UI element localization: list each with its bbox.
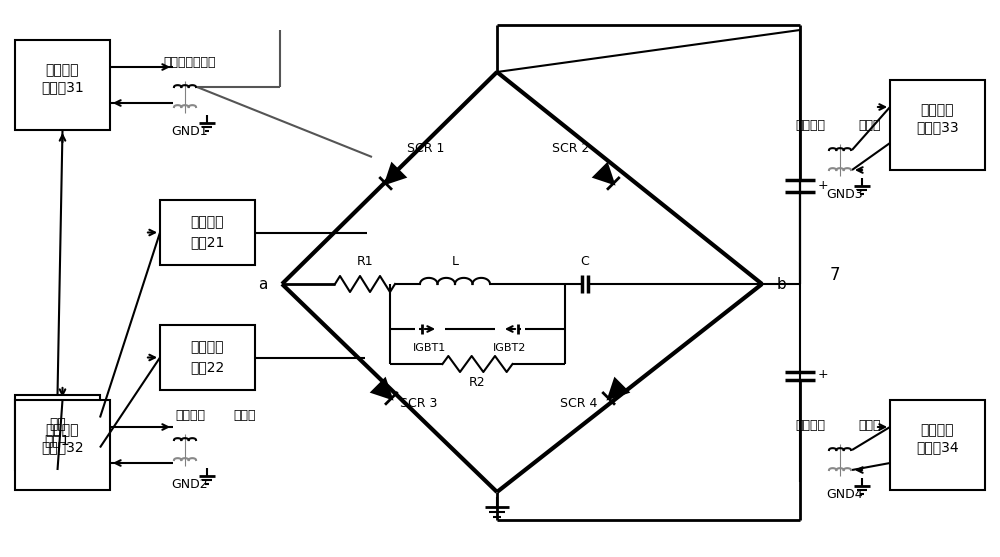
Text: 第四脉冲: 第四脉冲 <box>921 423 954 437</box>
Polygon shape <box>372 379 391 398</box>
Text: 第一脉冲: 第一脉冲 <box>46 63 79 77</box>
Bar <box>890 80 985 170</box>
Text: a: a <box>258 276 267 291</box>
Polygon shape <box>594 164 613 183</box>
Text: 电路21: 电路21 <box>190 236 225 250</box>
Text: 第二脉冲: 第二脉冲 <box>46 423 79 437</box>
Text: 变压器: 变压器 <box>859 119 881 132</box>
Text: 变压器: 变压器 <box>859 419 881 432</box>
Text: 变压器: 变压器 <box>234 409 256 422</box>
Bar <box>15 395 100 470</box>
Text: 第三脉冲: 第三脉冲 <box>795 119 825 132</box>
Text: 第二驱动: 第二驱动 <box>191 340 224 354</box>
Bar <box>15 40 110 130</box>
Text: R1: R1 <box>357 255 373 268</box>
Bar <box>15 400 110 490</box>
Text: 放大器34: 放大器34 <box>916 440 959 454</box>
Text: 第四脉冲: 第四脉冲 <box>795 419 825 432</box>
Text: GND3: GND3 <box>827 188 863 201</box>
Text: 放大器31: 放大器31 <box>41 80 84 94</box>
Bar <box>160 200 255 265</box>
Text: SCR 2: SCR 2 <box>552 142 589 155</box>
Text: 第一驱动: 第一驱动 <box>191 216 224 229</box>
Text: C: C <box>581 255 589 268</box>
Text: GND2: GND2 <box>172 478 208 491</box>
Text: SCR 4: SCR 4 <box>560 397 597 410</box>
Text: R2: R2 <box>469 376 486 389</box>
Text: 电路1: 电路1 <box>45 433 70 447</box>
Text: 电路22: 电路22 <box>190 360 225 374</box>
Text: 第二脉冲: 第二脉冲 <box>175 409 205 422</box>
Text: SCR 1: SCR 1 <box>407 142 444 155</box>
Polygon shape <box>609 379 628 398</box>
Text: 7: 7 <box>830 266 840 284</box>
Text: IGBT2: IGBT2 <box>493 343 527 353</box>
Text: SCR 3: SCR 3 <box>400 397 437 410</box>
Text: +: + <box>818 178 829 192</box>
Text: 第三脉冲: 第三脉冲 <box>921 103 954 117</box>
Text: L: L <box>452 255 458 268</box>
Text: 放大器32: 放大器32 <box>41 440 84 454</box>
Text: 放大器33: 放大器33 <box>916 120 959 134</box>
Text: +: + <box>818 369 829 382</box>
Bar <box>160 325 255 390</box>
Text: GND4: GND4 <box>827 488 863 501</box>
Text: 第一脉冲变压器: 第一脉冲变压器 <box>164 56 216 69</box>
Text: 主控: 主控 <box>49 418 66 432</box>
Text: IGBT1: IGBT1 <box>413 343 447 353</box>
Bar <box>890 400 985 490</box>
Text: b: b <box>777 276 787 291</box>
Polygon shape <box>386 164 405 183</box>
Text: GND1: GND1 <box>172 125 208 138</box>
